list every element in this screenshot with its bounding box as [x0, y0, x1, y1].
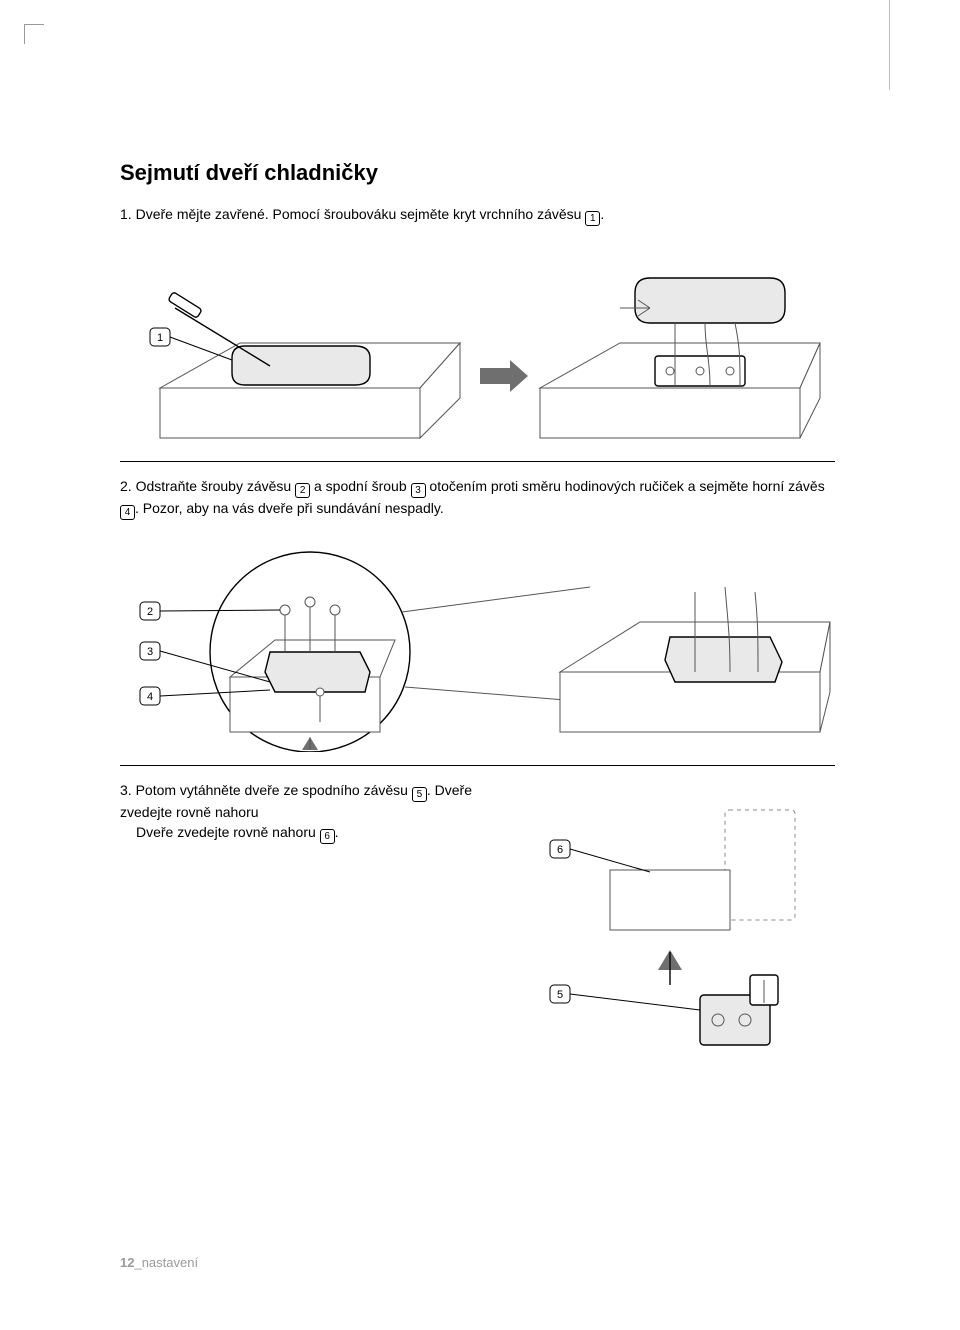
section-heading: Sejmutí dveří chladničky	[120, 160, 835, 186]
step-2: 2. Odstraňte šrouby závěsu 2 a spodní šr…	[120, 476, 835, 520]
page-content: Sejmutí dveří chladničky 1. Dveře mějte …	[120, 160, 835, 1093]
step-1-text-b: .	[600, 206, 604, 222]
footer-section: nastavení	[142, 1255, 198, 1270]
page-footer: 12_nastavení	[120, 1255, 198, 1270]
svg-text:4: 4	[147, 691, 153, 703]
figure-3: 6 5	[120, 800, 835, 1085]
step-1-number: 1.	[120, 206, 132, 222]
figure-2: 2 3 4	[120, 532, 835, 757]
arrow-right-icon	[480, 360, 528, 392]
divider-2	[120, 765, 835, 766]
svg-text:6: 6	[557, 844, 563, 856]
callout-1-label: 1	[157, 332, 163, 344]
gutter-mark	[889, 0, 890, 90]
step-2-b: a spodní šroub	[310, 478, 410, 494]
step-3-number: 3.	[120, 782, 132, 798]
svg-text:5: 5	[557, 989, 563, 1001]
step-2-number: 2.	[120, 478, 132, 494]
svg-text:3: 3	[147, 646, 153, 658]
figure-1: 1	[120, 238, 835, 453]
svg-text:2: 2	[147, 606, 153, 618]
step-2-d: . Pozor, aby na vás dveře při sundávání …	[135, 500, 444, 516]
step-1-text-a: Dveře mějte zavřené. Pomocí šroubováku s…	[136, 206, 586, 222]
footer-page-number: 12	[120, 1255, 134, 1270]
crop-mark-top-left	[24, 24, 44, 44]
ref-2: 2	[295, 483, 310, 498]
footer-sep: _	[134, 1255, 141, 1270]
ref-1: 1	[585, 211, 600, 226]
step-1: 1. Dveře mějte zavřené. Pomocí šroubovák…	[120, 204, 835, 226]
step-2-a: Odstraňte šrouby závěsu	[136, 478, 296, 494]
ref-4: 4	[120, 505, 135, 520]
step-2-c: otočením proti směru hodinových ručiček …	[426, 478, 825, 494]
divider-1	[120, 461, 835, 462]
step-3-a: Potom vytáhněte dveře ze spodního závěsu	[136, 782, 412, 798]
ref-3: 3	[411, 483, 426, 498]
